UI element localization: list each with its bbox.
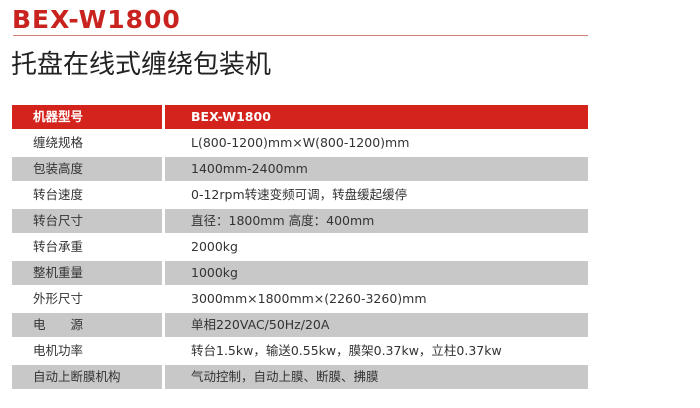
spec-value: 转台1.5kw，输送0.55kw，膜架0.37kw，立柱0.37kw [191, 343, 502, 358]
table-row: 包装高度 1400mm-2400mm [12, 156, 588, 182]
spec-label: 缠绕规格 [33, 135, 84, 150]
spec-label: 自动上断膜机构 [12, 365, 162, 389]
spec-value: 1000kg [165, 261, 588, 285]
title-divider [13, 35, 588, 36]
table-row: 自动上断膜机构 气动控制，自动上膜、断膜、拂膜 [12, 364, 588, 390]
product-name: 托盘在线式缠绕包装机 [11, 50, 272, 80]
spec-label: 转台速度 [33, 187, 84, 202]
spec-label: 转台尺寸 [12, 209, 162, 233]
spec-label: 转台承重 [33, 239, 84, 254]
header-value: BEX-W1800 [165, 105, 588, 129]
spec-value: 1400mm-2400mm [165, 157, 588, 181]
spec-value: 气动控制，自动上膜、断膜、拂膜 [165, 365, 588, 389]
spec-value: 单相220VAC/50Hz/20A [165, 313, 588, 337]
table-row: 整机重量 1000kg [12, 260, 588, 286]
table-row: 缠绕规格 L(800-1200)mm×W(800-1200)mm [12, 130, 588, 156]
spec-value: 0-12rpm转速变频可调，转盘缓起缓停 [191, 187, 408, 202]
spec-value: 2000kg [191, 239, 238, 254]
spec-label: 包装高度 [12, 157, 162, 181]
spec-table: 机器型号 BEX-W1800 缠绕规格 L(800-1200)mm×W(800-1… [12, 104, 588, 390]
table-row: 电 源单相220VAC/50Hz/20A [12, 312, 588, 338]
table-header: 机器型号 BEX-W1800 [12, 104, 588, 130]
spec-label: 电 源 [12, 313, 162, 337]
table-row: 转台速度 0-12rpm转速变频可调，转盘缓起缓停 [12, 182, 588, 208]
spec-value: 3000mm×1800mm×(2260-3260)mm [191, 291, 427, 306]
table-row: 电机功率 转台1.5kw，输送0.55kw，膜架0.37kw，立柱0.37kw [12, 338, 588, 364]
table-row: 外形尺寸 3000mm×1800mm×(2260-3260)mm [12, 286, 588, 312]
spec-label: 电机功率 [33, 343, 84, 358]
spec-label: 整机重量 [12, 261, 162, 285]
header-key: 机器型号 [12, 105, 162, 129]
spec-value: L(800-1200)mm×W(800-1200)mm [191, 135, 410, 150]
spec-label: 外形尺寸 [33, 291, 84, 306]
table-row: 转台尺寸 直径：1800mm 高度：400mm [12, 208, 588, 234]
model-title: BEX-W1800 [12, 5, 181, 34]
table-row: 转台承重 2000kg [12, 234, 588, 260]
spec-value: 直径：1800mm 高度：400mm [165, 209, 588, 233]
